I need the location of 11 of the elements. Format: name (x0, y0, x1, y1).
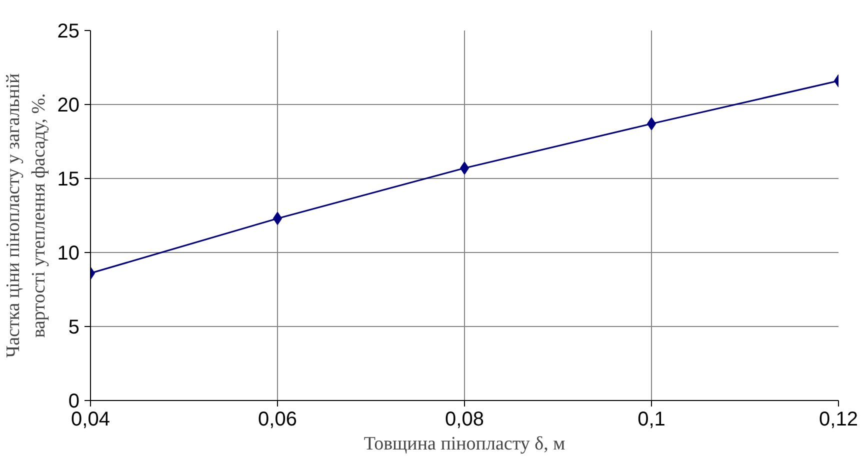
y-tick-label: 5 (68, 316, 80, 338)
x-tick-label: 0,06 (258, 408, 297, 430)
y-tick-label: 10 (57, 242, 80, 264)
y-tick-label: 20 (57, 94, 80, 116)
y-tick-label: 15 (57, 168, 80, 190)
y-tick-label: 25 (57, 20, 80, 42)
x-tick-label: 0,1 (638, 408, 666, 430)
x-tick-label: 0,12 (819, 408, 858, 430)
x-tick-label: 0,08 (445, 408, 484, 430)
x-axis-title: Товщина пінопласту δ, м (364, 434, 566, 454)
y-axis-title: Частка ціни пінопласту у загальній вартості утеплення фасаду, %. (3, 73, 50, 358)
